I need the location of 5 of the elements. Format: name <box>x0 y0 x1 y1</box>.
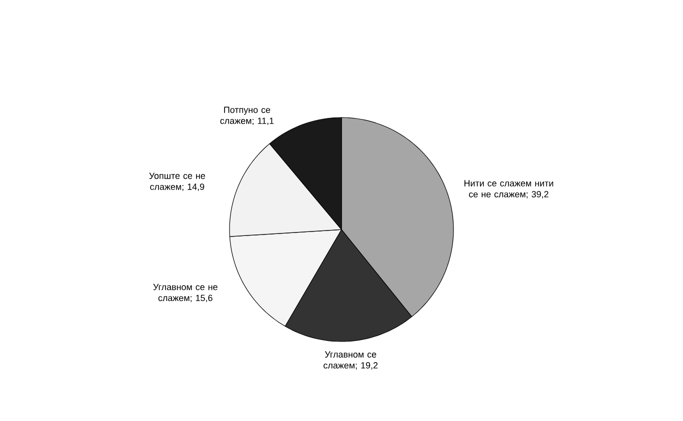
slice-label: Углавном се не слажем; 15,6 <box>153 284 218 302</box>
slice-label: Уопште се не слажем; 14,9 <box>149 172 206 191</box>
slice-label: Нити се слажем нити се не слажем; 39,2 <box>464 180 554 198</box>
slice-label: Углавном се слажем; 19,2 <box>324 351 378 370</box>
slice-label: Потпуно се слажем; 11,1 <box>220 106 274 126</box>
